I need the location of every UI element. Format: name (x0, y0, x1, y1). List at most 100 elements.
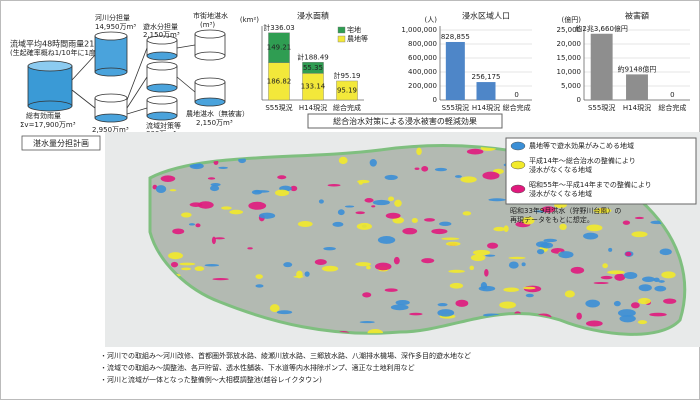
flood-patch (559, 223, 567, 231)
flood-patch (460, 176, 477, 183)
tank (27, 65, 73, 107)
flood-patch (421, 258, 435, 264)
flood-patch (434, 167, 448, 172)
flood-patch (327, 183, 341, 187)
flood-patch (576, 312, 582, 320)
tank (27, 100, 73, 112)
flood-patch (637, 320, 648, 325)
flood-patch (593, 207, 612, 214)
flood-patch (607, 270, 625, 275)
tank (194, 97, 226, 107)
flood-patch (213, 237, 226, 240)
flood-patch (374, 262, 392, 271)
legend-label: 浸水がなくなる地域 (529, 189, 592, 198)
flood-patch (189, 202, 203, 207)
flood-patch (372, 199, 390, 206)
note: ・河川と流域が一体となった整備例〜大相模調整池(越谷レイクタウン) (100, 375, 322, 384)
tank-label: 14,950万m³ (95, 23, 136, 31)
flood-patch (251, 189, 263, 195)
bar (626, 74, 648, 100)
caption-box (307, 113, 503, 129)
flood-patch (659, 248, 672, 256)
flood-patch (366, 265, 371, 270)
flood-patch (355, 211, 365, 215)
flood-patch (449, 282, 464, 289)
flood-patch (388, 196, 395, 201)
y-tick-label: 25,000 (557, 26, 582, 34)
flood-patch (543, 238, 558, 243)
tank (94, 113, 128, 123)
flood-patch (181, 212, 192, 218)
y-tick-label: 1,000,000 (401, 26, 437, 34)
flood-patch (448, 269, 465, 273)
flood-patch (338, 156, 348, 165)
value-label: 186.82 (267, 77, 292, 85)
flood-patch (521, 262, 526, 267)
flood-patch (663, 298, 677, 304)
flood-patch (358, 181, 363, 185)
flood-patch (613, 300, 621, 307)
flood-patch (600, 275, 613, 280)
flood-patch (484, 269, 489, 277)
flood-patch (625, 251, 632, 257)
map-legend-box (505, 137, 697, 205)
map-note: 昭和33年9月洪水（狩野川台風）の (510, 206, 621, 215)
flood-patch (466, 148, 484, 155)
flood-patch (194, 266, 205, 272)
flood-patch (168, 252, 183, 260)
tank (146, 61, 178, 71)
flood-patch (623, 271, 638, 280)
tank (146, 95, 178, 105)
flood-patch (269, 304, 280, 313)
flood-patch (212, 278, 229, 281)
y-tick-label: 800,000 (408, 40, 437, 48)
flood-patch (658, 280, 665, 283)
total-label: 計336.03 (263, 23, 295, 32)
flood-patch (439, 221, 452, 227)
flood-patch (441, 237, 460, 240)
flood-patch (275, 189, 290, 197)
y-tick-label: 0 (433, 96, 437, 104)
flood-patch (255, 284, 264, 288)
flood-patch (384, 174, 398, 180)
flood-patch (619, 314, 636, 323)
flood-patch (654, 285, 667, 292)
x-tick-label: S55現況 (588, 103, 615, 112)
flood-patch (197, 201, 214, 209)
diagram-label-box (21, 135, 101, 151)
tank (94, 31, 128, 41)
flood-patch (332, 221, 344, 227)
flood-patch (304, 271, 310, 277)
bar-segment (268, 32, 290, 63)
x-tick-label: 総合完成 (333, 103, 361, 112)
flood-patch (258, 212, 276, 219)
flood-patch (359, 321, 375, 324)
tank-label: 農地湛水（無被害） (186, 109, 249, 118)
flood-patch (602, 263, 608, 269)
flood-patch (585, 320, 603, 327)
tank (146, 51, 178, 61)
flood-patch (480, 282, 488, 290)
tank (146, 35, 178, 45)
flood-patch (323, 246, 336, 251)
flood-patch (593, 282, 609, 285)
flood-patch (277, 175, 287, 180)
flood-patch (394, 199, 402, 207)
total-label: 計95.19 (333, 71, 360, 80)
chart-title: 浸水区域人口 (462, 11, 510, 21)
tank-label: (m³) (200, 21, 215, 29)
value-label: 149.21 (267, 44, 292, 52)
flood-patch (337, 209, 345, 216)
flood-patch (402, 227, 418, 235)
flood-patch (499, 301, 517, 309)
flood-patch (508, 261, 519, 269)
bar (476, 82, 496, 100)
flood-patch (314, 259, 327, 265)
flood-patch (409, 312, 423, 316)
flood-patch (493, 226, 506, 232)
rainfall-text: (生起確率概ね1/10年に1度) (10, 48, 99, 57)
note: ・河川での取組み〜河川改修、首都圏外郭放水路、綾瀬川放水路、三郷放水路、八潮排水… (100, 351, 471, 360)
flood-patch (188, 223, 196, 226)
flood-patch (207, 177, 216, 180)
